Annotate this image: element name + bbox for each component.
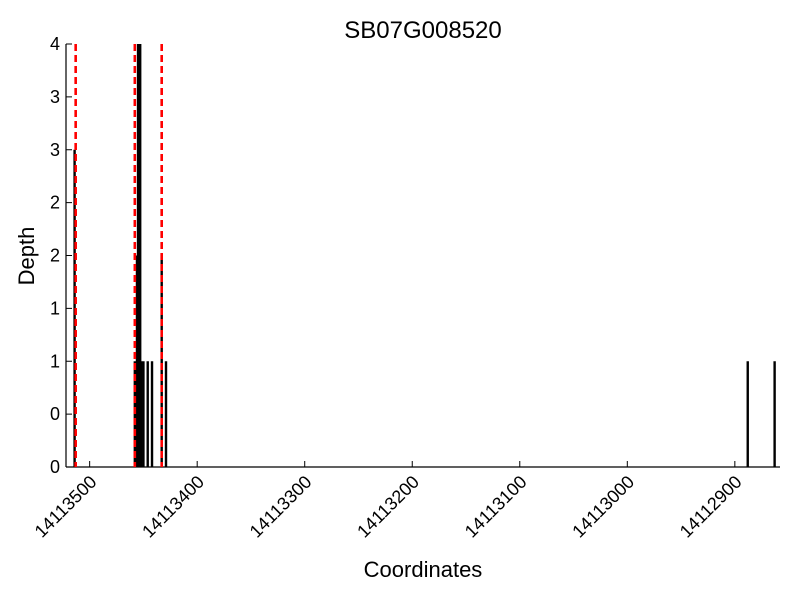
y-axis-label: Depth [14,227,39,286]
y-tick-label: 0 [50,457,60,477]
y-tick-label: 3 [50,140,60,160]
x-tick-label: 14112900 [676,472,746,542]
y-tick-label: 2 [50,246,60,266]
x-tick-label: 14113000 [568,472,638,542]
y-tick-label: 1 [50,298,60,318]
plot-area: 0 0 1 1 2 2 3 3 4 14113500 14113400 14113300 1411320… [31,34,780,542]
x-tick-label: 14113400 [138,472,208,542]
x-tick-label: 14113300 [246,472,316,542]
chart-title: SB07G008520 [344,17,501,44]
x-tick-label: 14113500 [31,472,101,542]
x-tick-label: 14113200 [353,472,423,542]
y-tick-label: 3 [50,87,60,107]
x-axis-label: Coordinates [364,557,483,582]
y-tick-label: 4 [50,34,60,54]
y-tick-label: 0 [50,404,60,424]
x-tick-label: 14113100 [461,472,531,542]
y-tick-label: 2 [50,193,60,213]
y-tick-label: 1 [50,351,60,371]
